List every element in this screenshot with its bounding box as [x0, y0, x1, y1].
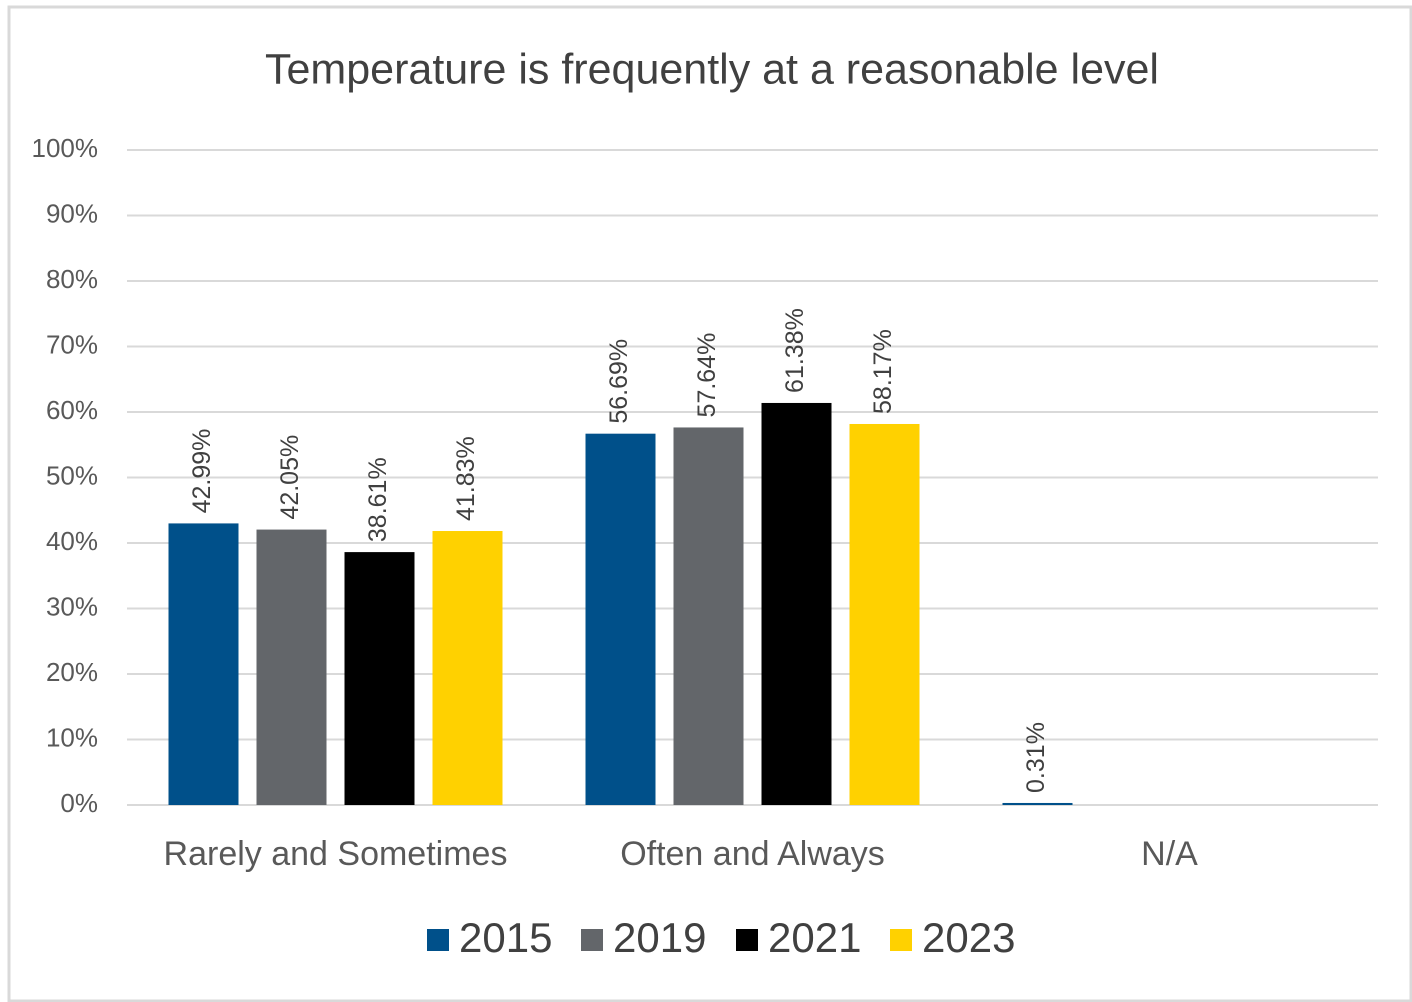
value-label: 57.64% [693, 333, 721, 418]
x-tick-label: Rarely and Sometimes [164, 835, 508, 873]
bar [344, 552, 415, 805]
value-label: 61.38% [781, 308, 809, 393]
bar [168, 523, 239, 805]
value-label: 42.99% [188, 429, 216, 514]
value-label: 58.17% [869, 329, 897, 414]
legend-swatch [427, 929, 449, 951]
value-label: 0.31% [1022, 722, 1050, 793]
bar [849, 423, 920, 805]
bar [1002, 802, 1073, 805]
value-label: 38.61% [364, 457, 392, 542]
bar [673, 427, 744, 805]
y-tick-label: 70% [46, 329, 98, 359]
y-tick-label: 40% [46, 526, 98, 556]
legend-swatch [736, 929, 758, 951]
y-tick-label: 50% [46, 460, 98, 490]
legend-label: 2019 [613, 914, 706, 961]
legend-swatch [890, 929, 912, 951]
y-tick-label: 80% [46, 264, 98, 294]
y-tick-label: 100% [32, 133, 99, 163]
legend-label: 2021 [768, 914, 861, 961]
chart-title: Temperature is frequently at a reasonabl… [265, 45, 1159, 93]
value-label: 56.69% [605, 339, 633, 424]
legend-label: 2023 [922, 914, 1015, 961]
x-tick-label: N/A [1141, 835, 1198, 873]
value-label: 42.05% [276, 435, 304, 520]
y-tick-label: 90% [46, 198, 98, 228]
bar [761, 402, 832, 805]
bar [432, 531, 503, 805]
value-label: 41.83% [452, 436, 480, 521]
legend-swatch [581, 929, 603, 951]
y-tick-label: 30% [46, 591, 98, 621]
y-tick-label: 10% [46, 722, 98, 752]
legend-label: 2015 [459, 914, 552, 961]
bar [585, 433, 656, 805]
y-tick-label: 20% [46, 657, 98, 687]
x-tick-label: Often and Always [620, 835, 885, 873]
y-tick-label: 0% [60, 788, 98, 818]
bar [256, 529, 327, 805]
y-tick-label: 60% [46, 395, 98, 425]
